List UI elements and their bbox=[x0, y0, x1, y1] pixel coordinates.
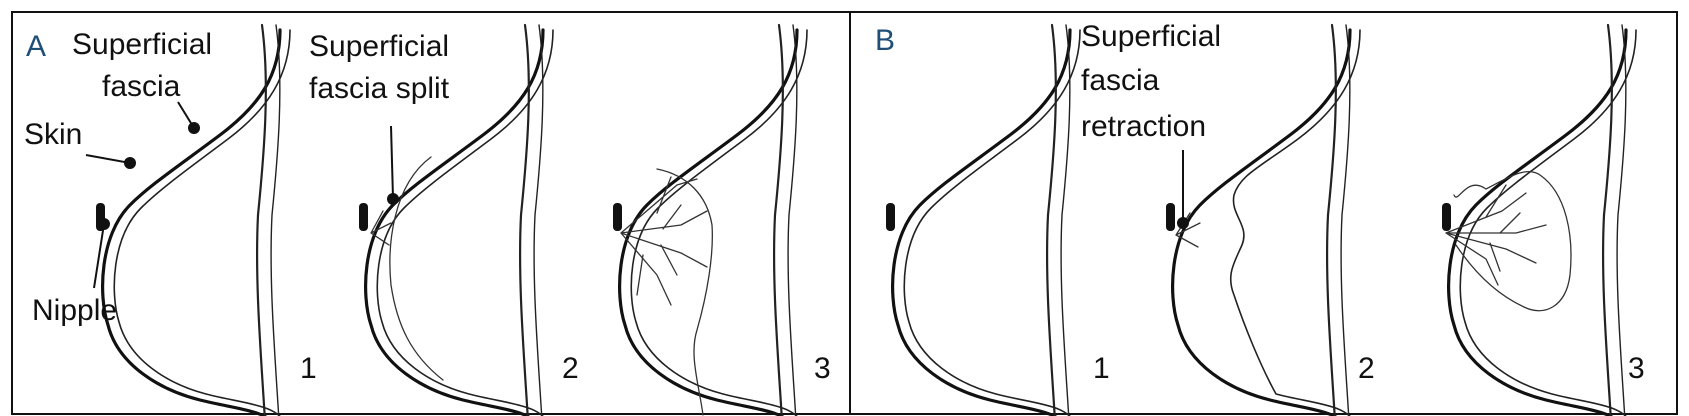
panel-b-stage-1 bbox=[886, 23, 1091, 416]
panel-b-frame bbox=[849, 11, 1678, 415]
nipple-shape bbox=[1442, 203, 1451, 231]
chest-wall-line bbox=[1060, 24, 1073, 416]
chest-wall-line bbox=[1601, 23, 1616, 416]
chest-wall-line bbox=[1325, 23, 1340, 416]
chest-wall-line bbox=[255, 23, 270, 416]
deep-fascia-line bbox=[656, 168, 713, 416]
stage-number-b3: 3 bbox=[1628, 352, 1645, 385]
nipple-dot bbox=[98, 218, 110, 230]
fascia-split-dot bbox=[387, 193, 399, 205]
duct-lines bbox=[370, 210, 392, 246]
superficial-fascia-label-line1: Superficial bbox=[72, 28, 212, 61]
milk-duct-lines bbox=[620, 176, 708, 306]
chest-wall-line bbox=[1616, 24, 1629, 416]
chest-wall-line bbox=[787, 24, 800, 416]
superficial-fascia-label-line2: fascia bbox=[102, 70, 181, 103]
fascia-retraction-label-line3: retraction bbox=[1081, 110, 1206, 143]
panel-a-stage-3 bbox=[613, 23, 818, 416]
chest-wall-line bbox=[1340, 24, 1353, 416]
chest-wall-line bbox=[772, 23, 787, 416]
retracted-gland-outline bbox=[1453, 170, 1572, 312]
stage-number-b1: 1 bbox=[1093, 352, 1110, 385]
skin-leader bbox=[85, 154, 131, 164]
retracted-fascia-line bbox=[1229, 29, 1361, 416]
chest-wall-line bbox=[1045, 23, 1060, 416]
chest-wall-line bbox=[518, 23, 533, 416]
fascia-split-leader bbox=[390, 125, 394, 199]
superficial-fascia-split-label-line1: Superficial bbox=[309, 30, 449, 63]
skin-label: Skin bbox=[24, 118, 82, 151]
chest-wall-line bbox=[270, 24, 283, 416]
nipple-shape bbox=[359, 203, 368, 231]
superficial-fascia-split-label-line2: fascia split bbox=[309, 72, 450, 105]
skin-dot bbox=[124, 157, 136, 169]
panel-a-label: A bbox=[26, 30, 46, 63]
nipple-label: Nipple bbox=[32, 294, 117, 327]
fascia-retraction-label-line2: fascia bbox=[1081, 64, 1160, 97]
stage-number-b2: 2 bbox=[1358, 352, 1375, 385]
panel-b-stage-2 bbox=[1166, 23, 1362, 416]
milk-duct-lines bbox=[1445, 184, 1547, 286]
chest-wall-line bbox=[533, 24, 546, 416]
nipple-shape bbox=[613, 203, 622, 231]
superficial-fascia-dot bbox=[188, 122, 200, 134]
fascia-retraction-label-line1: Superficial bbox=[1081, 20, 1221, 53]
fascia-retraction-dot bbox=[1177, 217, 1189, 229]
stage-number-a2: 2 bbox=[562, 352, 579, 385]
nipple-leader bbox=[93, 223, 105, 289]
panel-b-label: B bbox=[875, 24, 895, 57]
stage-number-a1: 1 bbox=[300, 352, 317, 385]
panel-b-stage-3 bbox=[1442, 23, 1647, 416]
stage-number-a3: 3 bbox=[814, 352, 831, 385]
nipple-shape bbox=[1166, 203, 1175, 231]
split-fascia-line bbox=[389, 156, 444, 381]
nipple-shape bbox=[886, 203, 895, 231]
panel-a-stage-2 bbox=[359, 23, 564, 416]
